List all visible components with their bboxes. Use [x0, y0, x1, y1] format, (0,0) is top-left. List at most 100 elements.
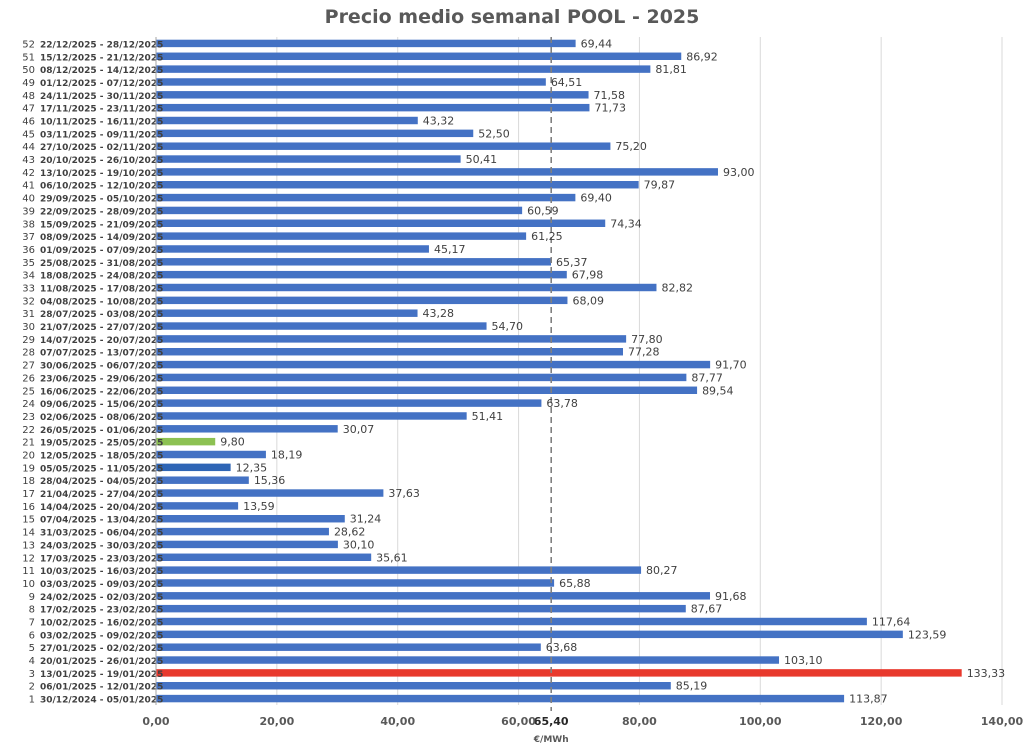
- week-range-label: 10/03/2025 - 16/03/2025: [40, 567, 163, 577]
- week-range-label: 10/11/2025 - 16/11/2025: [40, 118, 163, 128]
- bar: [156, 669, 962, 677]
- week-range-label: 13/01/2025 - 19/01/2025: [40, 670, 163, 680]
- bar: [156, 566, 642, 574]
- week-number-label: 40: [22, 194, 35, 205]
- bar: [156, 219, 606, 227]
- x-axis-title: €/MWh: [533, 735, 569, 745]
- week-range-label: 06/10/2025 - 12/10/2025: [40, 182, 163, 192]
- data-label: 87,67: [691, 603, 723, 616]
- week-range-label: 25/08/2025 - 31/08/2025: [40, 259, 163, 269]
- bar: [156, 515, 345, 523]
- week-range-label: 24/03/2025 - 30/03/2025: [40, 541, 163, 551]
- bar: [156, 437, 216, 446]
- week-range-label: 20/01/2025 - 26/01/2025: [40, 657, 163, 667]
- gridlines: [155, 37, 1003, 705]
- data-label: 87,77: [691, 371, 723, 384]
- data-label: 69,44: [581, 37, 613, 50]
- week-range-label: 04/08/2025 - 10/08/2025: [40, 297, 163, 307]
- data-label: 15,36: [254, 474, 286, 487]
- data-label: 43,28: [423, 307, 455, 320]
- week-number-label: 22: [22, 425, 35, 436]
- data-label: 65,88: [559, 577, 591, 590]
- data-label: 81,81: [655, 63, 687, 76]
- week-range-label: 03/03/2025 - 09/03/2025: [40, 580, 163, 590]
- data-label: 80,27: [646, 564, 678, 577]
- data-label: 50,41: [466, 153, 498, 166]
- data-label: 113,87: [849, 693, 888, 706]
- bar: [156, 386, 698, 394]
- data-label: 85,19: [676, 680, 708, 693]
- week-number-label: 42: [22, 168, 35, 179]
- reference-line-label: 65,40: [534, 715, 569, 728]
- week-number-label: 12: [22, 553, 35, 564]
- data-label: 79,87: [644, 179, 676, 192]
- week-number-label: 38: [22, 219, 35, 230]
- week-number-label: 32: [22, 296, 35, 307]
- x-tick-label: 140,00: [981, 715, 1024, 728]
- reference-line-group: 65,40: [534, 37, 569, 728]
- data-label: 9,80: [220, 436, 245, 449]
- week-number-label: 8: [29, 605, 35, 616]
- data-label: 89,54: [702, 384, 734, 397]
- week-range-label: 14/07/2025 - 20/07/2025: [40, 336, 163, 346]
- week-number-label: 25: [22, 386, 35, 397]
- x-tick-label: 60,00: [501, 715, 536, 728]
- week-range-label: 24/02/2025 - 02/03/2025: [40, 593, 163, 603]
- bar: [156, 592, 711, 600]
- week-range-label: 29/09/2025 - 05/10/2025: [40, 195, 163, 205]
- week-range-label: 10/02/2025 - 16/02/2025: [40, 619, 163, 629]
- data-label: 77,28: [628, 346, 660, 359]
- week-number-label: 45: [22, 129, 35, 140]
- week-number-label: 21: [22, 438, 35, 449]
- week-range-label: 12/05/2025 - 18/05/2025: [40, 452, 163, 462]
- week-number-label: 44: [22, 142, 35, 153]
- week-number-label: 19: [22, 463, 35, 474]
- week-number-label: 14: [22, 528, 35, 539]
- bar: [156, 78, 546, 86]
- week-range-label: 16/06/2025 - 22/06/2025: [40, 387, 163, 397]
- data-label: 60,59: [527, 204, 559, 217]
- week-number-label: 15: [22, 515, 35, 526]
- bar: [156, 489, 384, 497]
- data-label: 12,35: [236, 461, 267, 474]
- bar: [156, 181, 639, 189]
- data-label: 91,70: [715, 359, 747, 372]
- week-range-label: 17/02/2025 - 23/02/2025: [40, 606, 163, 616]
- week-number-label: 20: [22, 451, 35, 462]
- week-number-label: 26: [22, 373, 35, 384]
- week-number-label: 3: [29, 669, 35, 680]
- data-label: 71,58: [594, 89, 626, 102]
- bar: [156, 425, 338, 433]
- bar: [156, 39, 576, 48]
- bar: [156, 360, 711, 369]
- data-label: 51,41: [472, 410, 504, 423]
- week-number-label: 49: [22, 78, 35, 89]
- week-number-label: 47: [22, 104, 35, 115]
- week-range-label: 21/04/2025 - 27/04/2025: [40, 490, 163, 500]
- bar: [156, 463, 231, 472]
- bar: [156, 155, 461, 163]
- data-label: 133,33: [967, 667, 1006, 680]
- data-label: 63,78: [546, 397, 578, 410]
- bar: [156, 283, 657, 292]
- week-number-label: 35: [22, 258, 35, 269]
- bar: [156, 322, 487, 330]
- week-range-label: 01/12/2025 - 07/12/2025: [40, 79, 163, 89]
- week-range-label: 19/05/2025 - 25/05/2025: [40, 439, 163, 449]
- week-range-label: 20/10/2025 - 26/10/2025: [40, 156, 163, 166]
- data-label: 93,00: [723, 166, 755, 179]
- bar: [156, 604, 686, 613]
- week-number-label: 24: [22, 399, 35, 410]
- week-number-label: 9: [29, 592, 35, 603]
- week-range-label: 21/07/2025 - 27/07/2025: [40, 323, 163, 333]
- data-label: 82,82: [661, 282, 693, 295]
- x-tick-label: 120,00: [860, 715, 903, 728]
- data-label: 63,68: [546, 641, 578, 654]
- week-number-label: 52: [22, 39, 35, 50]
- data-label: 68,09: [572, 294, 604, 307]
- data-label: 37,63: [388, 487, 420, 500]
- bar: [156, 373, 687, 382]
- week-range-label: 23/06/2025 - 29/06/2025: [40, 374, 163, 384]
- week-number-label: 34: [22, 271, 35, 282]
